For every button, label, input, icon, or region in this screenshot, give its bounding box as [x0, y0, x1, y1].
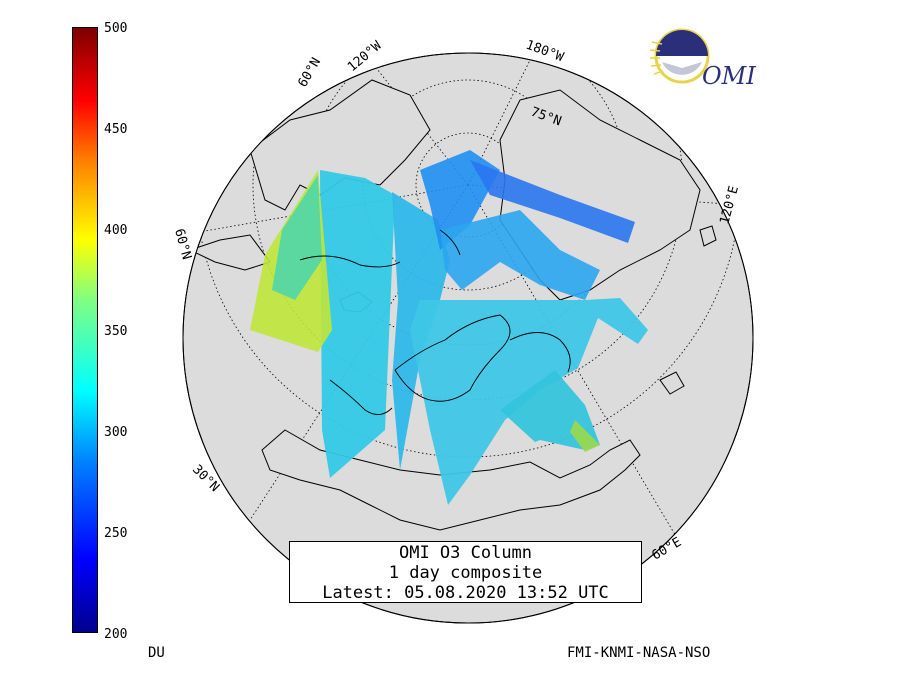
ozone-swaths: [250, 150, 648, 505]
title-line-2: 1 day composite: [388, 563, 543, 583]
colorbar-tick-250: 250: [104, 526, 128, 541]
title-line-1: OMI O3 Column: [398, 543, 533, 563]
unit-label: DU: [148, 645, 165, 661]
label-lat-60-left: 60°N: [171, 227, 194, 261]
coastlines-overlay: [299, 229, 571, 415]
colorbar: [72, 27, 98, 633]
swath-8: [410, 298, 648, 505]
colorbar-tick-200: 200: [104, 627, 128, 642]
omi-logo: [649, 28, 710, 84]
label-lon-120e: 120°E: [717, 184, 742, 226]
title-box: OMI O3 Column 1 day composite Latest: 05…: [289, 541, 642, 603]
omi-logo-text: OMI: [702, 62, 756, 90]
title-line-3: Latest: 05.08.2020 13:52 UTC: [322, 583, 609, 603]
swath-7: [440, 210, 600, 300]
colorbar-tick-400: 400: [104, 223, 128, 238]
colorbar-tick-450: 450: [104, 122, 128, 137]
colorbar-tick-500: 500: [104, 21, 128, 36]
credit-label: FMI-KNMI-NASA-NSO: [567, 645, 711, 661]
colorbar-tick-350: 350: [104, 324, 128, 339]
swath-6: [470, 160, 635, 243]
label-lat-60-top: 60°N: [295, 55, 324, 90]
colorbar-tick-300: 300: [104, 425, 128, 440]
swath-10: [570, 420, 600, 452]
swath-1: [320, 170, 395, 478]
swath-3: [272, 175, 322, 300]
